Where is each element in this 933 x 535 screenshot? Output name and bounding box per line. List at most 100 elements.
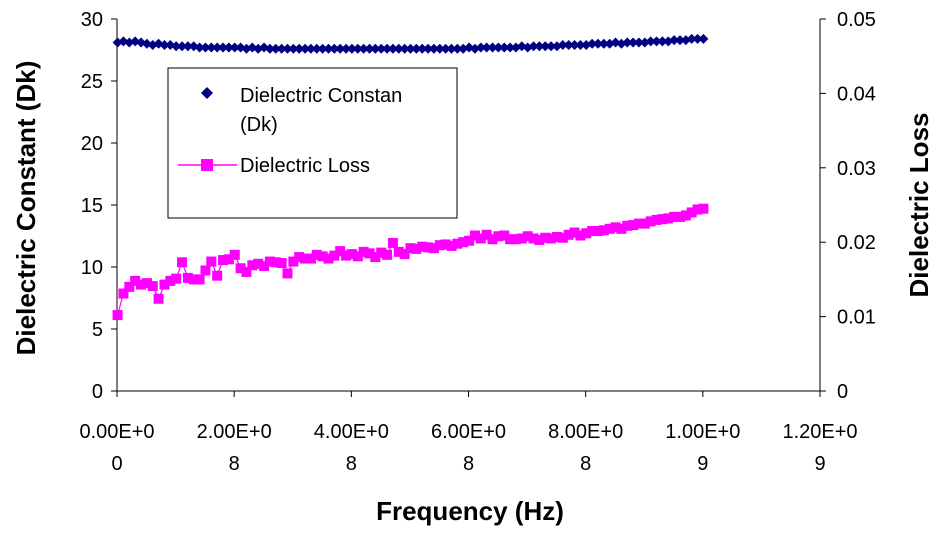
left-y-tick-label: 30 bbox=[81, 9, 103, 31]
dk-point bbox=[159, 40, 170, 51]
loss-point bbox=[276, 258, 287, 269]
loss-point bbox=[628, 220, 639, 231]
dk-point bbox=[305, 43, 316, 54]
dk-point bbox=[382, 43, 393, 54]
dk-point bbox=[171, 41, 182, 52]
left-y-tick-label: 15 bbox=[81, 195, 103, 217]
loss-point bbox=[405, 243, 416, 254]
loss-point bbox=[469, 230, 480, 241]
dk-point bbox=[247, 42, 258, 53]
dk-point bbox=[692, 33, 703, 44]
dk-point bbox=[341, 43, 352, 54]
loss-point bbox=[680, 210, 691, 221]
loss-point bbox=[510, 234, 521, 245]
loss-point bbox=[663, 213, 674, 224]
right-y-tick-label: 0.03 bbox=[837, 158, 876, 180]
x-tick-label: 8 bbox=[346, 453, 357, 475]
loss-point bbox=[171, 273, 182, 284]
loss-point bbox=[393, 246, 404, 257]
loss-point bbox=[581, 228, 592, 239]
loss-point bbox=[686, 207, 697, 218]
left-y-tick-label: 10 bbox=[81, 257, 103, 279]
right-y-axis-title: Dielectric Loss bbox=[904, 113, 933, 298]
dk-point bbox=[481, 42, 492, 53]
x-tick-label: 0.00E+0 bbox=[79, 421, 154, 443]
dk-point bbox=[288, 43, 299, 54]
dk-point bbox=[622, 37, 633, 48]
loss-point bbox=[218, 255, 229, 266]
dk-point bbox=[311, 43, 322, 54]
dk-point bbox=[563, 40, 574, 51]
x-tick-label: 9 bbox=[814, 453, 825, 475]
x-tick-label: 8 bbox=[229, 453, 240, 475]
dk-point bbox=[557, 40, 568, 51]
legend: Dielectric Constan (Dk) Dielectric Loss bbox=[167, 67, 458, 219]
left-y-tick-label: 25 bbox=[81, 71, 103, 93]
dk-point bbox=[317, 43, 328, 54]
dk-point bbox=[651, 36, 662, 47]
dk-point bbox=[645, 36, 656, 47]
loss-point bbox=[540, 232, 551, 243]
dk-point bbox=[364, 43, 375, 54]
loss-point bbox=[300, 253, 311, 264]
dk-point bbox=[218, 42, 229, 53]
dk-point bbox=[282, 43, 293, 54]
loss-point bbox=[645, 216, 656, 227]
dk-point bbox=[540, 41, 551, 52]
loss-point bbox=[633, 218, 644, 229]
loss-point bbox=[247, 260, 258, 271]
dk-point bbox=[399, 43, 410, 54]
loss-point bbox=[241, 266, 252, 277]
dk-point bbox=[446, 43, 457, 54]
x-tick-label: 8 bbox=[580, 453, 591, 475]
loss-point bbox=[270, 257, 281, 268]
loss-point bbox=[505, 234, 516, 245]
loss-point bbox=[610, 222, 621, 233]
loss-point bbox=[616, 223, 627, 234]
loss-point bbox=[177, 257, 188, 268]
loss-point bbox=[382, 249, 393, 260]
dk-point bbox=[657, 36, 668, 47]
dk-point bbox=[300, 43, 311, 54]
dk-point bbox=[294, 43, 305, 54]
loss-point bbox=[423, 242, 434, 253]
loss-point bbox=[587, 226, 598, 237]
loss-point bbox=[329, 250, 340, 261]
right-y-tick-label: 0.01 bbox=[837, 307, 876, 329]
loss-point bbox=[323, 253, 334, 264]
dk-point bbox=[505, 42, 516, 53]
dk-point bbox=[387, 43, 398, 54]
legend-box bbox=[167, 67, 458, 219]
dk-point bbox=[200, 42, 211, 53]
legend-dk-label-line1: Dielectric Constan bbox=[240, 85, 402, 107]
loss-point bbox=[259, 261, 270, 272]
loss-point bbox=[481, 229, 492, 240]
loss-point bbox=[657, 214, 668, 225]
x-tick-label: 8.00E+0 bbox=[548, 421, 623, 443]
loss-point bbox=[112, 310, 123, 321]
loss-point bbox=[434, 240, 445, 251]
loss-point bbox=[551, 231, 562, 242]
dk-point bbox=[223, 42, 234, 53]
right-y-tick-label: 0 bbox=[837, 381, 848, 403]
dk-point bbox=[686, 33, 697, 44]
loss-point bbox=[294, 252, 305, 263]
right-y-tick-label: 0.04 bbox=[837, 83, 876, 105]
dielectric-constant-series bbox=[112, 33, 709, 54]
dielectric-loss-series bbox=[112, 203, 709, 321]
dk-point bbox=[270, 43, 281, 54]
loss-point bbox=[288, 256, 299, 267]
loss-point bbox=[194, 274, 205, 285]
loss-point bbox=[311, 249, 322, 260]
dk-point bbox=[370, 43, 381, 54]
dk-point bbox=[206, 42, 217, 53]
loss-point bbox=[698, 203, 709, 214]
loss-point bbox=[475, 233, 486, 244]
x-axis-title: Frequency (Hz) bbox=[376, 496, 564, 526]
loss-point bbox=[376, 247, 387, 258]
loss-point bbox=[546, 233, 557, 244]
dk-point bbox=[452, 43, 463, 54]
loss-point bbox=[159, 279, 170, 290]
dk-point bbox=[323, 43, 334, 54]
